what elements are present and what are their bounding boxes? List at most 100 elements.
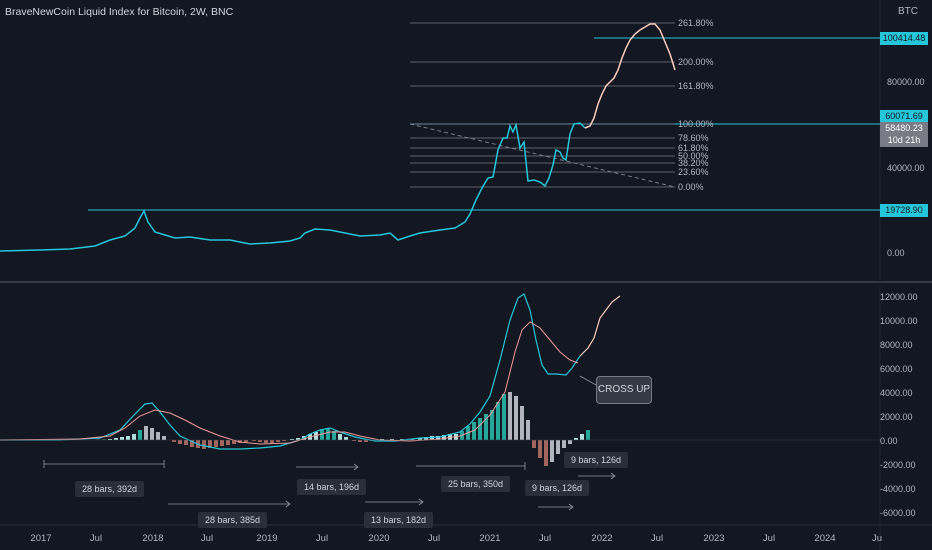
histogram-bar bbox=[436, 436, 440, 440]
histogram-bar bbox=[586, 430, 590, 440]
x-tick: 2022 bbox=[591, 533, 613, 544]
range-label[interactable]: 28 bars, 392d bbox=[75, 481, 145, 497]
range-label[interactable]: 28 bars, 385d bbox=[198, 512, 268, 528]
macd-line bbox=[0, 293, 581, 450]
range-label[interactable]: 25 bars, 350d bbox=[441, 476, 511, 492]
histogram-bar bbox=[244, 440, 248, 442]
macd-tick: 0.00 bbox=[880, 436, 898, 446]
x-tick: Jul bbox=[200, 533, 214, 544]
histogram-bar bbox=[538, 440, 542, 458]
fib-label: 200.00% bbox=[678, 57, 714, 67]
x-tick: Jul bbox=[89, 533, 103, 544]
x-tick: 2017 bbox=[30, 533, 52, 544]
projection-line bbox=[584, 23, 676, 129]
histogram-bar bbox=[132, 434, 136, 440]
histogram-bar bbox=[126, 436, 130, 440]
histogram-bar bbox=[144, 426, 148, 440]
y-tick: 0.00 bbox=[887, 248, 905, 258]
price-label-19728: 19728.90 bbox=[880, 204, 928, 217]
fib-label: 78.60% bbox=[678, 133, 709, 143]
fib-label: 50.00% bbox=[678, 151, 709, 161]
histogram-bar bbox=[326, 429, 330, 440]
price-label-60071: 60071.69 bbox=[880, 110, 928, 123]
histogram-bar bbox=[358, 440, 362, 442]
x-tick: Jul bbox=[538, 533, 552, 544]
fib-label: 161.80% bbox=[678, 81, 714, 91]
currency-label: BTC bbox=[898, 6, 918, 17]
x-tick: 2021 bbox=[479, 533, 501, 544]
histogram-bar bbox=[282, 440, 286, 441]
histogram-bar bbox=[138, 430, 142, 440]
countdown-label: 10d 21h bbox=[880, 134, 928, 147]
histogram-bar bbox=[172, 440, 176, 442]
histogram-bar bbox=[484, 414, 488, 440]
chart-title: BraveNewCoin Liquid Index for Bitcoin, 2… bbox=[5, 6, 234, 18]
price-label-100414: 100414.48 bbox=[880, 32, 928, 45]
histogram-bar bbox=[226, 440, 230, 445]
histogram-bar bbox=[390, 439, 394, 440]
histogram-bar bbox=[156, 432, 160, 440]
histogram-bar bbox=[418, 438, 422, 440]
macd-tick: 6000.00 bbox=[880, 364, 913, 374]
x-tick: Jul bbox=[762, 533, 776, 544]
x-tick: 2024 bbox=[814, 533, 836, 544]
histogram-bar bbox=[380, 439, 384, 440]
histogram-bar bbox=[364, 440, 368, 442]
histogram-bar bbox=[556, 440, 560, 454]
macd-tick: 12000.00 bbox=[880, 292, 918, 302]
range-label[interactable]: 9 bars, 126d bbox=[525, 480, 590, 496]
fib-label: 0.00% bbox=[678, 182, 704, 192]
macd-tick: 4000.00 bbox=[880, 388, 913, 398]
histogram-bar bbox=[258, 440, 262, 442]
macd-tick: 2000.00 bbox=[880, 412, 913, 422]
histogram-bar bbox=[270, 440, 274, 443]
x-tick: Jul bbox=[427, 533, 441, 544]
histogram-bar bbox=[296, 438, 300, 440]
cross-up-callout[interactable]: CROSS UP bbox=[596, 376, 652, 404]
x-tick: 2020 bbox=[368, 533, 390, 544]
histogram-bar bbox=[544, 440, 548, 466]
histogram-bar bbox=[550, 440, 554, 462]
histogram-bar bbox=[320, 430, 324, 440]
macd-tick: -6000.00 bbox=[880, 508, 916, 518]
histogram-bar bbox=[352, 440, 356, 441]
x-tick: Ju bbox=[871, 533, 883, 544]
histogram-bar bbox=[108, 439, 112, 440]
macd-tick: -4000.00 bbox=[880, 484, 916, 494]
range-label[interactable]: 9 bars, 126d bbox=[564, 452, 629, 468]
histogram-bar bbox=[338, 434, 342, 440]
macd-tick: 8000.00 bbox=[880, 340, 913, 350]
histogram-bar bbox=[114, 438, 118, 440]
histogram-bar bbox=[574, 438, 578, 440]
range-label[interactable]: 13 bars, 182d bbox=[364, 512, 434, 528]
fib-label: 61.80% bbox=[678, 143, 709, 153]
histogram-bar bbox=[424, 437, 428, 440]
histogram-bar bbox=[150, 428, 154, 440]
histogram-bar bbox=[400, 439, 404, 440]
price-label-current: 58480.23 bbox=[880, 122, 928, 135]
histogram-bar bbox=[202, 440, 206, 449]
histogram-bar bbox=[178, 440, 182, 444]
histogram-bar bbox=[478, 418, 482, 440]
x-tick: 2023 bbox=[703, 533, 725, 544]
macd-projection bbox=[579, 295, 621, 357]
macd-tick: 10000.00 bbox=[880, 316, 918, 326]
macd-tick: -2000.00 bbox=[880, 460, 916, 470]
x-tick: Jul bbox=[650, 533, 664, 544]
histogram-bar bbox=[332, 431, 336, 440]
histogram-bar bbox=[232, 440, 236, 444]
histogram-bar bbox=[502, 394, 506, 440]
histogram-bar bbox=[496, 402, 500, 440]
histogram-bar bbox=[580, 434, 584, 440]
histogram-bar bbox=[532, 440, 536, 448]
y-tick: 40000.00 bbox=[887, 163, 925, 173]
fib-label: 100.00% bbox=[678, 119, 714, 129]
range-label[interactable]: 14 bars, 196d bbox=[297, 479, 367, 495]
signal-line bbox=[0, 321, 579, 445]
histogram-bar bbox=[508, 392, 512, 440]
histogram-bar bbox=[562, 440, 566, 448]
x-tick: Jul bbox=[315, 533, 329, 544]
histogram-bar bbox=[526, 420, 530, 440]
histogram-bar bbox=[442, 435, 446, 440]
